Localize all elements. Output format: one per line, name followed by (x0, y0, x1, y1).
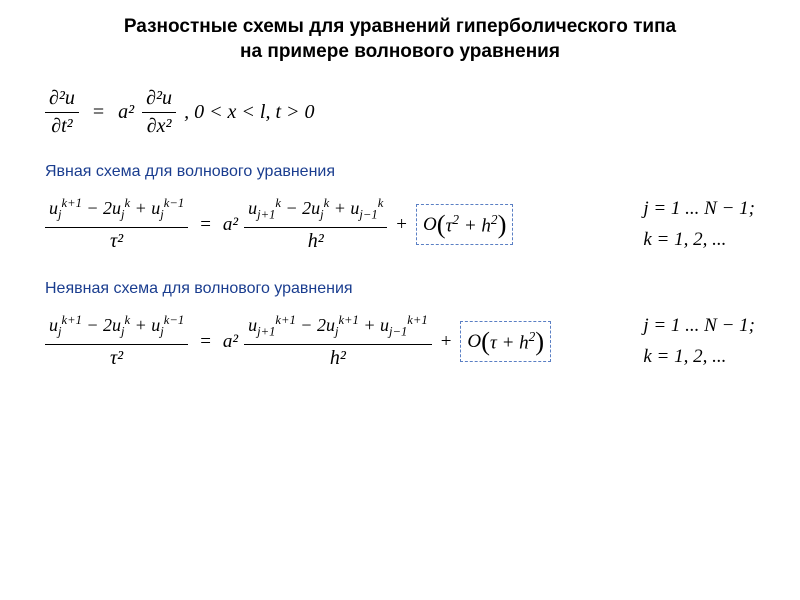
equals-sign: = (87, 101, 110, 124)
implicit-rhs-num: uj+1k+1 − 2ujk+1 + uj−1k+1 (244, 313, 432, 345)
wave-lhs-num: ∂²u (45, 87, 79, 113)
explicit-order-inner: τ2 + h2 (446, 212, 498, 237)
wave-equation-block: ∂²u ∂t² = a² ∂²u ∂x² , 0 < x < l, t > 0 (0, 69, 800, 138)
wave-rhs-num: ∂²u (142, 87, 176, 113)
wave-domain: , 0 < x < l, t > 0 (184, 101, 314, 124)
explicit-heading: Явная схема для волнового уравнения (0, 138, 800, 189)
plus-sign: + (393, 214, 410, 236)
explicit-coef: a² (223, 214, 238, 236)
implicit-rhs-den: h² (326, 345, 350, 370)
implicit-scheme-row: ujk+1 − 2ujk + ujk−1 τ² = a² uj+1k+1 − 2… (0, 306, 800, 372)
implicit-indices: j = 1 ... N − 1; k = 1, 2, ... (643, 311, 755, 372)
implicit-lhs-num: ujk+1 − 2ujk + ujk−1 (45, 313, 188, 345)
explicit-indices: j = 1 ... N − 1; k = 1, 2, ... (643, 194, 755, 255)
implicit-lhs-den: τ² (106, 345, 127, 370)
big-o: O (423, 214, 437, 236)
wave-equation: ∂²u ∂t² = a² ∂²u ∂x² , 0 < x < l, t > 0 (45, 87, 755, 138)
implicit-heading: Неявная схема для волнового уравнения (0, 255, 800, 306)
title-line-1: Разностные схемы для уравнений гиперболи… (124, 16, 676, 37)
wave-rhs-fraction: ∂²u ∂x² (142, 87, 176, 138)
explicit-rhs-fraction: uj+1k − 2ujk + uj−1k h² (244, 196, 387, 253)
big-o: O (467, 331, 481, 353)
explicit-rhs-num: uj+1k − 2ujk + uj−1k (244, 196, 387, 228)
implicit-idx-j: j = 1 ... N − 1; (643, 311, 755, 341)
explicit-idx-j: j = 1 ... N − 1; (643, 194, 755, 224)
implicit-coef: a² (223, 331, 238, 353)
wave-rhs-den: ∂x² (143, 113, 176, 138)
explicit-lhs-num: ujk+1 − 2ujk + ujk−1 (45, 196, 188, 228)
equals-sign: = (194, 214, 217, 236)
explicit-equation: ujk+1 − 2ujk + ujk−1 τ² = a² uj+1k − 2uj… (45, 196, 623, 253)
explicit-order-box: O ( τ2 + h2 ) (416, 204, 513, 245)
explicit-idx-k: k = 1, 2, ... (643, 225, 755, 255)
explicit-lhs-fraction: ujk+1 − 2ujk + ujk−1 τ² (45, 196, 188, 253)
implicit-order-box: O ( τ + h2 ) (460, 321, 551, 362)
explicit-lhs-den: τ² (106, 228, 127, 253)
wave-lhs-fraction: ∂²u ∂t² (45, 87, 79, 138)
title-line-2: на примере волнового уравнения (240, 41, 560, 62)
implicit-lhs-fraction: ujk+1 − 2ujk + ujk−1 τ² (45, 313, 188, 370)
explicit-rhs-den: h² (304, 228, 328, 253)
implicit-equation: ujk+1 − 2ujk + ujk−1 τ² = a² uj+1k+1 − 2… (45, 313, 623, 370)
plus-sign: + (438, 331, 455, 353)
implicit-order-inner: τ + h2 (490, 329, 535, 354)
implicit-idx-k: k = 1, 2, ... (643, 342, 755, 372)
equals-sign: = (194, 331, 217, 353)
explicit-scheme-row: ujk+1 − 2ujk + ujk−1 τ² = a² uj+1k − 2uj… (0, 189, 800, 255)
page-title: Разностные схемы для уравнений гиперболи… (0, 0, 800, 69)
implicit-rhs-fraction: uj+1k+1 − 2ujk+1 + uj−1k+1 h² (244, 313, 432, 370)
wave-coef: a² (118, 101, 134, 124)
wave-lhs-den: ∂t² (47, 113, 76, 138)
